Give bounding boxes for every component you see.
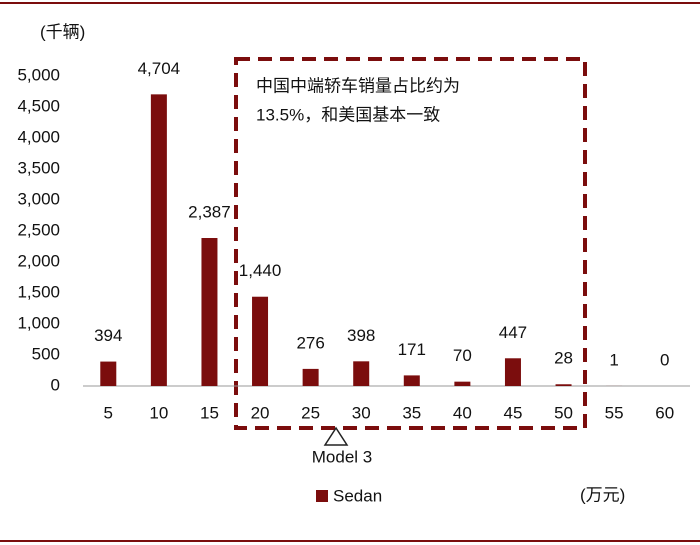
bar	[201, 238, 218, 386]
marker-triangle	[323, 426, 349, 446]
x-tick-label: 50	[554, 403, 573, 422]
marker-label: Model 3	[312, 447, 372, 466]
x-tick-label: 30	[352, 403, 371, 422]
x-tick-label: 25	[301, 403, 320, 422]
y-tick-label: 2,500	[17, 220, 60, 239]
y-tick-label: 4,500	[17, 96, 60, 115]
x-tick-label: 45	[503, 403, 522, 422]
annotation: 中国中端轿车销量占比约为	[256, 76, 460, 95]
value-label: 276	[296, 333, 324, 352]
value-label: 447	[499, 323, 527, 342]
x-tick-label: 40	[453, 403, 472, 422]
y-tick-label: 1,000	[17, 313, 60, 332]
legend-swatch	[316, 490, 328, 502]
y-unit: (千辆)	[40, 22, 85, 41]
x-tick-label: 10	[149, 403, 168, 422]
bar	[555, 384, 572, 386]
value-label: 394	[94, 326, 122, 345]
x-tick-label: 15	[200, 403, 219, 422]
y-tick-label: 3,500	[17, 158, 60, 177]
bar	[100, 361, 117, 386]
y-tick-label: 2,000	[17, 251, 60, 270]
x-unit: (万元)	[580, 485, 625, 504]
x-tick-label: 60	[655, 403, 674, 422]
x-tick-label: 35	[402, 403, 421, 422]
value-label: 4,704	[138, 59, 181, 78]
x-tick-label: 55	[605, 403, 624, 422]
bar	[454, 381, 471, 386]
bar	[150, 94, 167, 387]
y-tick-label: 1,500	[17, 282, 60, 301]
y-tick-label: 5,000	[17, 65, 60, 84]
highlight-box	[234, 57, 587, 430]
value-label: 398	[347, 326, 375, 345]
value-label: 0	[660, 350, 669, 369]
bar	[504, 358, 521, 386]
y-tick-label: 0	[51, 375, 60, 394]
value-label: 1,440	[239, 261, 282, 280]
x-tick-label: 5	[104, 403, 113, 422]
y-tick-label: 3,000	[17, 189, 60, 208]
bar	[302, 368, 319, 386]
x-tick-label: 20	[251, 403, 270, 422]
value-label: 1	[609, 350, 618, 369]
bar	[252, 296, 269, 386]
annotation: 13.5%，和美国基本一致	[256, 105, 440, 124]
value-label: 171	[398, 340, 426, 359]
y-tick-label: 4,000	[17, 127, 60, 146]
value-label: 2,387	[188, 202, 231, 221]
y-tick-label: 500	[32, 344, 60, 363]
legend-label: Sedan	[333, 486, 382, 505]
bar	[403, 375, 420, 386]
value-label: 28	[554, 349, 573, 368]
value-label: 70	[453, 346, 472, 365]
bar	[353, 361, 370, 386]
